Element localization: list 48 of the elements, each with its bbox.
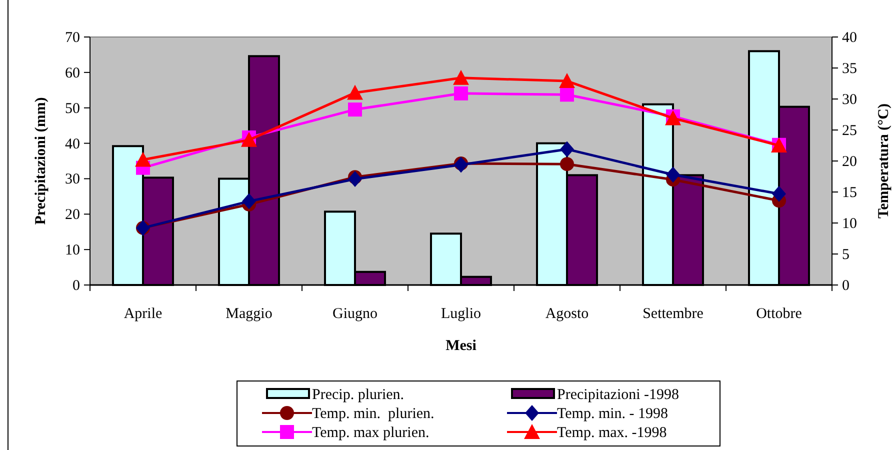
y-tick-label: 40 xyxy=(65,136,80,152)
point xyxy=(453,70,469,85)
y-tick-label: 20 xyxy=(65,207,80,224)
x-axis-title: Mesi xyxy=(446,338,476,354)
legend-label: Temp. max. -1998 xyxy=(557,425,667,441)
point xyxy=(454,156,468,173)
point xyxy=(347,84,363,100)
legend-label: Precip. plurien. xyxy=(312,387,404,403)
x-tick-label: Luglio xyxy=(441,306,481,322)
y2-tick-label: 10 xyxy=(842,216,857,232)
point xyxy=(348,170,362,187)
y2-axis-title: Temperatura (°C) xyxy=(876,103,892,219)
point xyxy=(242,193,256,210)
x-tick-label: Agosto xyxy=(545,306,589,322)
y-tick-label: 50 xyxy=(65,100,80,117)
point xyxy=(666,166,680,183)
y2-tick-label: 30 xyxy=(842,92,857,108)
point xyxy=(135,152,151,167)
x-tick-label: Ottobre xyxy=(756,306,802,322)
x-tick-label: Maggio xyxy=(226,306,272,322)
y2-tick-label: 40 xyxy=(842,30,857,46)
point xyxy=(348,102,362,117)
y-tick-label: 30 xyxy=(65,172,80,188)
point xyxy=(454,86,468,100)
y-axis-title: Precipitazioni (mm) xyxy=(33,97,49,225)
legend-label: Temp. min. - 1998 xyxy=(557,406,668,422)
legend-label: Temp. min. plurien. xyxy=(312,406,434,422)
y2-tick-label: 0 xyxy=(842,278,850,294)
point xyxy=(560,141,574,158)
y2-tick-label: 35 xyxy=(842,61,857,77)
x-tick-label: Aprile xyxy=(124,306,162,322)
x-tick-label: Settembre xyxy=(642,306,704,322)
legend-label: Precipitazioni -1998 xyxy=(557,387,680,403)
point xyxy=(560,157,574,172)
y-tick-label: 60 xyxy=(65,65,80,82)
y-tick-label: 70 xyxy=(65,30,80,46)
y2-tick-label: 15 xyxy=(842,185,857,201)
point xyxy=(559,73,575,88)
x-tick-label: Giugno xyxy=(332,306,378,322)
legend-label: Temp. max plurien. xyxy=(312,425,430,441)
y-tick-label: 10 xyxy=(65,242,80,259)
point xyxy=(241,132,257,147)
y2-tick-label: 5 xyxy=(842,247,850,263)
point xyxy=(560,88,574,102)
y2-tick-label: 25 xyxy=(842,123,857,139)
y2-tick-label: 20 xyxy=(842,154,857,170)
y-tick-label: 0 xyxy=(72,278,80,294)
point xyxy=(772,186,786,202)
